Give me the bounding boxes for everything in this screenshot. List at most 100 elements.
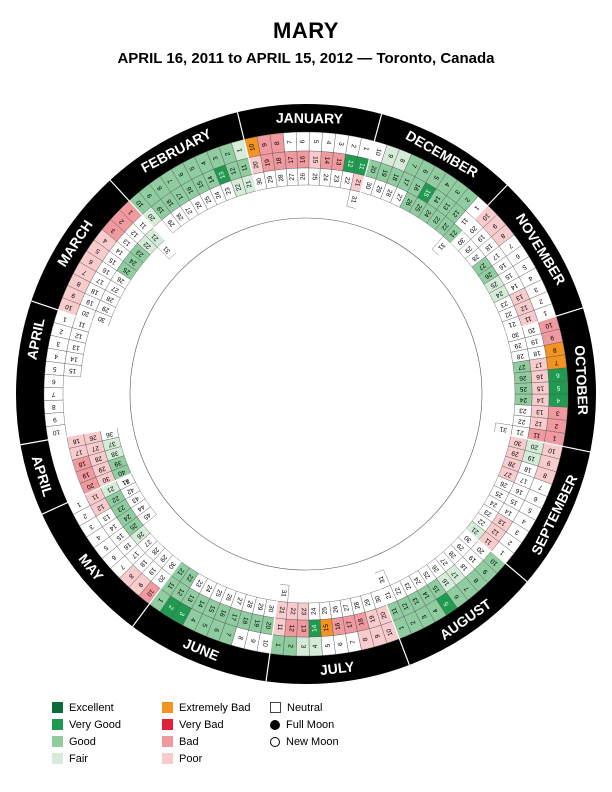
day-number: 3 bbox=[421, 613, 429, 620]
day-number: 22 bbox=[477, 517, 487, 527]
legend-swatch-very-bad bbox=[162, 719, 173, 730]
day-number: 7 bbox=[409, 162, 417, 169]
day-number: 1 bbox=[274, 643, 281, 648]
day-number: 28 bbox=[516, 352, 525, 360]
day-number: 10 bbox=[261, 639, 269, 648]
month-divider bbox=[31, 300, 140, 339]
day-number: 19 bbox=[156, 204, 166, 214]
legend-label: Very Good bbox=[69, 719, 121, 731]
day-number: 17 bbox=[401, 177, 411, 187]
day-number: 16 bbox=[514, 486, 524, 496]
day-number: 9 bbox=[136, 581, 144, 589]
legend-label: Good bbox=[69, 736, 96, 748]
day-number: 29 bbox=[510, 449, 519, 458]
day-number: 24 bbox=[519, 396, 527, 403]
day-number: 25 bbox=[422, 569, 432, 579]
day-number: 6 bbox=[212, 627, 220, 633]
day-number: 22 bbox=[503, 309, 513, 318]
day-number: 4 bbox=[54, 352, 59, 360]
legend-item-good: Good bbox=[52, 736, 192, 753]
day-number: 1 bbox=[542, 309, 548, 317]
day-number: 26 bbox=[88, 433, 97, 441]
day-number: 17 bbox=[519, 476, 529, 485]
day-number: 5 bbox=[527, 506, 534, 514]
day-number: 17 bbox=[490, 251, 500, 261]
month-label-january: JANUARY bbox=[276, 110, 344, 127]
day-number: 15 bbox=[68, 367, 76, 375]
day-number: 23 bbox=[300, 608, 307, 616]
day-number: 22 bbox=[184, 573, 194, 583]
day-number: 1 bbox=[398, 624, 406, 630]
day-number: 25 bbox=[311, 173, 318, 181]
day-number: 30 bbox=[101, 474, 111, 483]
month-divider bbox=[351, 113, 383, 225]
day-number: 27 bbox=[142, 538, 152, 548]
day-number: 23 bbox=[194, 578, 204, 588]
day-number: 20 bbox=[264, 621, 272, 630]
day-number: 26 bbox=[116, 275, 126, 285]
day-number: 24 bbox=[122, 512, 132, 522]
day-number: 14 bbox=[115, 246, 125, 256]
day-number: 13 bbox=[441, 201, 451, 211]
day-number: 4 bbox=[312, 644, 319, 648]
day-number: 8 bbox=[274, 141, 281, 146]
day-number: 12 bbox=[519, 303, 529, 312]
legend-label: Full Moon bbox=[286, 719, 335, 731]
day-number: 24 bbox=[214, 190, 223, 200]
day-number: 8 bbox=[236, 635, 244, 641]
day-number: 15 bbox=[503, 271, 513, 281]
day-number: 24 bbox=[494, 289, 504, 299]
day-number: 18 bbox=[90, 287, 100, 297]
day-number: 28 bbox=[353, 601, 362, 610]
day-number: 22 bbox=[110, 494, 120, 504]
day-number: 27 bbox=[394, 192, 404, 202]
day-number: 31 bbox=[499, 425, 508, 433]
day-number: 2 bbox=[224, 151, 232, 157]
day-number: 23 bbox=[483, 508, 493, 518]
day-number: 17 bbox=[229, 613, 238, 622]
day-number: 20 bbox=[530, 442, 539, 451]
day-number: 31 bbox=[349, 195, 358, 204]
day-number: 20 bbox=[368, 165, 377, 174]
day-number: 2 bbox=[118, 217, 126, 225]
day-number: 30 bbox=[267, 604, 275, 613]
day-number: 17 bbox=[95, 276, 105, 286]
day-number: 15 bbox=[207, 604, 216, 614]
day-number: 41 bbox=[121, 477, 131, 487]
day-number: 21 bbox=[516, 428, 525, 436]
day-number: 40 bbox=[116, 468, 126, 477]
day-number: 29 bbox=[267, 175, 275, 184]
day-number: 5 bbox=[102, 544, 109, 552]
day-number: 25 bbox=[214, 588, 223, 598]
day-number: 1 bbox=[127, 208, 135, 216]
month-label-july: JULY bbox=[319, 658, 356, 678]
day-number: 27 bbox=[439, 556, 449, 566]
day-number: 18 bbox=[77, 459, 86, 468]
legend-item-bad: Bad bbox=[162, 736, 302, 753]
day-number: 25 bbox=[128, 521, 138, 531]
day-cell bbox=[63, 363, 83, 378]
day-number: 1 bbox=[362, 146, 370, 152]
day-number: 11 bbox=[166, 581, 176, 591]
day-number: 6 bbox=[421, 168, 429, 175]
day-number: 16 bbox=[300, 155, 307, 163]
day-number: 18 bbox=[165, 197, 175, 207]
day-number: 13 bbox=[411, 596, 421, 606]
day-number: 30 bbox=[374, 594, 383, 604]
day-number: 1 bbox=[236, 147, 244, 153]
day-number: 14 bbox=[509, 281, 519, 291]
day-number: 19 bbox=[468, 553, 478, 563]
day-number: 1 bbox=[552, 434, 557, 442]
day-number: 4 bbox=[325, 140, 332, 145]
day-number: 12 bbox=[130, 228, 140, 238]
day-number: 4 bbox=[520, 517, 527, 525]
day-number: 27 bbox=[289, 173, 296, 181]
legend-other: Neutral Full Moon New Moon bbox=[270, 702, 410, 753]
day-number: 5 bbox=[94, 247, 101, 255]
day-number: 14 bbox=[311, 624, 318, 632]
day-number: 18 bbox=[483, 242, 493, 252]
legend-item-extremely-bad: Extremely Bad bbox=[162, 702, 302, 719]
day-number: 7 bbox=[537, 483, 543, 491]
day-number: 29 bbox=[97, 464, 107, 473]
day-number: 14 bbox=[108, 522, 118, 532]
